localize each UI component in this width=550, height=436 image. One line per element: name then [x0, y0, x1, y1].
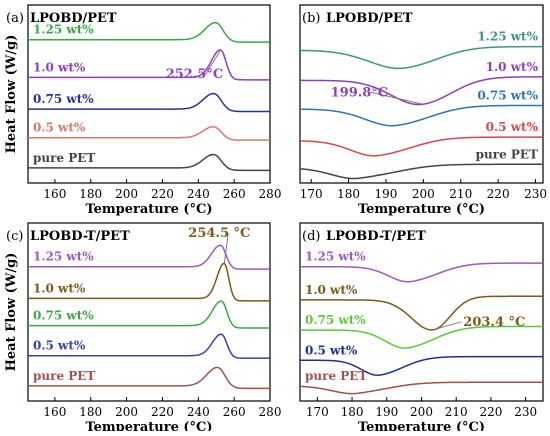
x-tick-label: 200 [115, 405, 138, 419]
series-line-0-5-wt- [299, 136, 543, 157]
series-label: pure PET [33, 151, 95, 165]
series-label: 0.75 wt% [33, 92, 94, 106]
series-label: 1.25 wt% [33, 250, 94, 264]
x-axis-label: Temperature (°C) [85, 202, 212, 217]
series-label: 0.5 wt% [486, 120, 539, 134]
plot-frame [27, 222, 271, 402]
x-tick-label: 180 [341, 405, 364, 419]
series-label: 1.25 wt% [477, 30, 538, 44]
x-tick-label: 200 [115, 187, 138, 201]
series-label: pure PET [305, 369, 367, 383]
series-label: 1.0 wt% [486, 60, 539, 74]
series-label: 0.75 wt% [305, 313, 366, 327]
x-tick-label: 260 [223, 405, 246, 419]
x-tick-label: 220 [479, 405, 502, 419]
series-line-pure-pet [299, 163, 543, 180]
series-label: 1.25 wt% [33, 23, 94, 37]
x-tick-label: 240 [187, 405, 210, 419]
x-tick-label: 230 [514, 405, 537, 419]
sample-label: LPOBD-T/PET [30, 229, 130, 244]
series-line-1-25-wt- [28, 244, 270, 270]
panel-label: (d) [302, 229, 320, 244]
sample-label: LPOBD/PET [30, 11, 117, 26]
annotation-arrow [223, 232, 229, 264]
panel-c: 160 180 200 220 240 260 280 Temperature (°C) Hea… [4, 222, 282, 435]
series-label: 0.5 wt% [33, 121, 86, 135]
series-label: 1.25 wt% [305, 250, 366, 264]
annotation-arrow [433, 321, 462, 331]
series-line-0-75-wt- [300, 325, 543, 349]
x-tick-label: 210 [445, 405, 468, 419]
x-tick-label: 180 [79, 405, 102, 419]
x-tick-label: 220 [487, 187, 510, 201]
x-axis-label: Temperature (°C) [85, 420, 212, 431]
series-line-1-25-wt- [28, 21, 270, 43]
annotation-arrow [205, 49, 222, 75]
series-line-1-25-wt- [299, 45, 543, 70]
series-line-0-75-wt- [28, 300, 270, 329]
series-label: 1.0 wt% [305, 283, 358, 297]
panel-d: 170 180 190 200 210 220 230 Temperature (°C) (d)… [299, 222, 544, 435]
series-line-0-75-wt- [299, 104, 543, 127]
x-tick-label: 200 [412, 187, 435, 201]
series-line-0-5-wt- [28, 333, 270, 359]
series-line-1-0-wt- [300, 295, 543, 331]
x-tick-label: 170 [306, 405, 329, 419]
x-tick-label: 160 [43, 187, 66, 201]
series-label: 0.75 wt% [33, 309, 94, 323]
series-label: 1.0 wt% [33, 60, 86, 74]
series-label: pure PET [476, 147, 538, 161]
panel-label: (c) [6, 229, 23, 244]
x-tick-label: 220 [151, 187, 174, 201]
peak-annotation: 199.8°C [331, 85, 389, 100]
x-tick-label: 190 [375, 187, 398, 201]
annotation-arrow [370, 91, 423, 105]
peak-annotation: 252.5°C [166, 67, 224, 82]
sample-label: LPOBD-T/PET [326, 229, 426, 244]
series-line-1-0-wt- [28, 49, 270, 81]
panel-a: 160 180 200 220 240 260 280 Temperature (°C) Hea… [4, 4, 282, 217]
x-tick-label: 180 [79, 187, 102, 201]
series-line-1-25-wt- [300, 262, 543, 283]
x-axis-label: Temperature (°C) [358, 420, 485, 431]
x-tick-label: 280 [259, 405, 282, 419]
series-label: 0.75 wt% [477, 88, 538, 102]
x-tick-label: 210 [449, 187, 472, 201]
series-line-pure-pet [299, 381, 543, 395]
panel-b: 170 180 190 200 210 220 230 Temperature (°C) (b)… [299, 4, 547, 217]
peak-annotation: 254.5 °C [188, 226, 250, 241]
sample-label: LPOBD/PET [326, 11, 413, 26]
x-tick-label: 260 [223, 187, 246, 201]
series-line-0-5-wt- [28, 126, 270, 141]
x-tick-label: 220 [151, 405, 174, 419]
peak-annotation: 203.4 °C [463, 315, 525, 330]
series-line-0-5-wt- [300, 355, 543, 376]
series-label: 0.5 wt% [33, 339, 86, 353]
x-tick-label: 160 [43, 405, 66, 419]
series-line-0-75-wt- [28, 92, 270, 113]
panel-label: (a) [6, 11, 24, 26]
plot-frame [299, 4, 544, 184]
x-tick-label: 230 [524, 187, 547, 201]
x-tick-label: 240 [187, 187, 210, 201]
series-line-pure-pet [28, 153, 270, 172]
x-tick-label: 280 [259, 187, 282, 201]
series-label: pure PET [33, 369, 95, 383]
series-line-1-0-wt- [28, 262, 270, 302]
y-axis-label: Heat Flow (W/g) [4, 35, 19, 154]
x-axis-label: Temperature (°C) [358, 202, 485, 217]
x-tick-label: 170 [300, 187, 323, 201]
x-tick-label: 200 [410, 405, 433, 419]
plot-frame [27, 4, 271, 184]
panel-label: (b) [302, 11, 320, 26]
x-tick-label: 180 [337, 187, 360, 201]
series-label: 0.5 wt% [305, 343, 358, 357]
y-axis-label: Heat Flow (W/g) [4, 253, 19, 372]
series-line-pure-pet [28, 366, 270, 390]
x-tick-label: 190 [375, 405, 398, 419]
series-label: 1.0 wt% [33, 281, 86, 295]
